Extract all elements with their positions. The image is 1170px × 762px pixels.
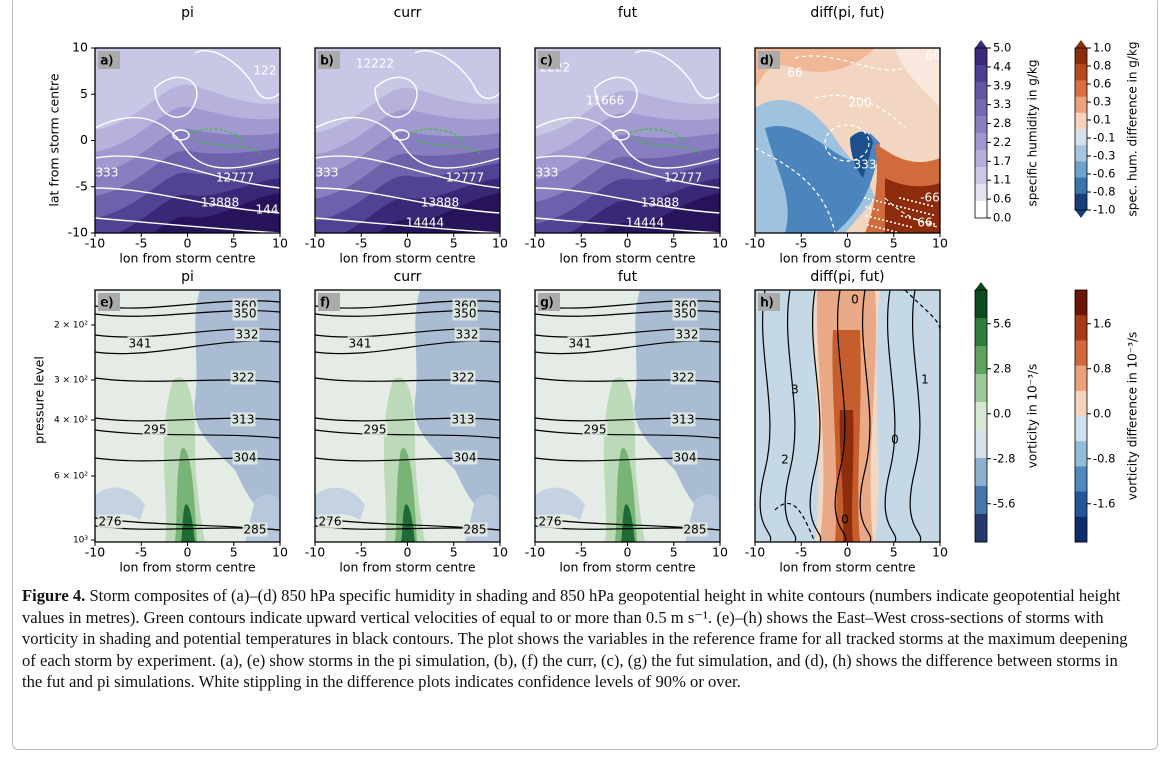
caption-label: Figure 4. [22,586,85,605]
caption-text: Storm composites of (a)–(d) 850 hPa spec… [22,586,1128,691]
figure-page: 1221277713888144333a)pi-10-50510lon from… [0,0,1170,762]
caption: Figure 4. Storm composites of (a)–(d) 85… [22,585,1137,693]
